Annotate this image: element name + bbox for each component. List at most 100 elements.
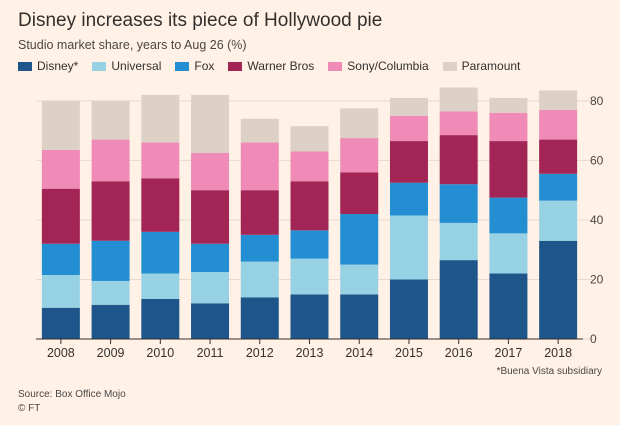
legend-label: Universal xyxy=(111,59,162,73)
bar-segment xyxy=(41,149,80,189)
bar-segment xyxy=(141,231,180,274)
bar-segment xyxy=(439,135,478,185)
x-tick-label: 2008 xyxy=(47,346,75,360)
legend-item-1: Universal xyxy=(92,59,161,73)
bar-segment xyxy=(240,190,279,235)
bar-segment xyxy=(489,141,528,198)
x-tick-label: 2015 xyxy=(395,346,423,360)
bar-segment xyxy=(191,94,230,153)
bar-segment xyxy=(340,138,379,173)
bar-segment xyxy=(290,151,329,182)
bar-segment xyxy=(340,213,379,265)
x-tick-label: 2016 xyxy=(445,346,473,360)
bar-segment xyxy=(539,240,578,339)
chart-title: Disney increases its piece of Hollywood … xyxy=(18,10,383,31)
x-tick-label: 2010 xyxy=(146,346,174,360)
bar-segment xyxy=(340,294,379,339)
bar-segment xyxy=(141,298,180,339)
bar-segment xyxy=(290,126,329,152)
x-tick-label: 2009 xyxy=(97,346,125,360)
legend-swatch xyxy=(442,61,457,71)
x-tick-label: 2013 xyxy=(296,346,324,360)
bar-segment xyxy=(191,243,230,273)
bar-segment xyxy=(41,275,80,308)
bar-segment xyxy=(240,118,279,143)
bar-segment xyxy=(489,97,528,113)
bar-segment xyxy=(439,184,478,223)
bar-segment xyxy=(439,222,478,261)
bar-segment xyxy=(340,108,379,139)
bar-segment xyxy=(539,90,578,110)
bar-segment xyxy=(240,297,279,339)
legend: Disney* Universal Fox Warner Bros Sony/Colum… xyxy=(18,59,520,73)
bar-segment xyxy=(191,272,230,304)
legend-item-0: Disney* xyxy=(18,59,78,73)
bar-segment xyxy=(91,240,130,281)
bar-segment xyxy=(141,142,180,179)
legend-label: Fox xyxy=(194,59,215,73)
bar-segment xyxy=(290,294,329,339)
x-tick-label: 2011 xyxy=(197,346,224,360)
bar-segment xyxy=(240,261,279,298)
bar-segment xyxy=(489,197,528,234)
legend-item-3: Warner Bros xyxy=(228,59,314,73)
bar-segment xyxy=(539,173,578,201)
legend-item-2: Fox xyxy=(175,59,214,73)
legend-item-4: Sony/Columbia xyxy=(328,59,429,73)
y-tick-label: 40 xyxy=(590,213,604,227)
bar-segment xyxy=(290,181,329,231)
credit-note: © FT xyxy=(18,403,41,414)
chart-subtitle: Studio market share, years to Aug 26 (%) xyxy=(18,38,247,52)
x-tick-label: 2014 xyxy=(345,346,373,360)
bar-segment xyxy=(340,264,379,295)
legend-item-5: Paramount xyxy=(442,59,521,73)
bar-segment xyxy=(41,243,80,276)
x-tick-label: 2018 xyxy=(544,346,572,360)
legend-swatch xyxy=(18,61,32,71)
bar-segment xyxy=(41,100,80,150)
bar-segment xyxy=(389,182,428,216)
bar-segment xyxy=(240,142,279,191)
bar-segment xyxy=(141,178,180,232)
y-tick-label: 0 xyxy=(590,332,597,346)
bar-segment xyxy=(41,307,80,339)
bar-segment xyxy=(191,152,230,191)
y-tick-label: 20 xyxy=(590,272,604,286)
bar-segment xyxy=(240,234,279,262)
bar-segment xyxy=(141,273,180,299)
bar-segment xyxy=(389,115,428,142)
source-note: Source: Box Office Mojo xyxy=(18,389,126,400)
bar-segment xyxy=(340,172,379,214)
bar-segment xyxy=(389,97,428,116)
legend-swatch xyxy=(328,61,343,71)
bar-segment xyxy=(91,280,130,305)
bar-segment xyxy=(539,139,578,174)
legend-swatch xyxy=(228,61,243,71)
bar-segment xyxy=(191,303,230,339)
legend-swatch xyxy=(175,61,190,71)
bar-segment xyxy=(539,109,578,140)
legend-swatch xyxy=(92,61,107,71)
bar-segment xyxy=(389,141,428,183)
legend-label: Warner Bros xyxy=(247,59,315,73)
legend-label: Sony/Columbia xyxy=(347,59,429,73)
footnote: *Buena Vista subsidiary xyxy=(496,366,602,377)
bar-segment xyxy=(439,260,478,339)
bar-segment xyxy=(489,233,528,274)
bar-segment xyxy=(41,188,80,244)
bar-segment xyxy=(389,279,428,339)
x-tick-label: 2012 xyxy=(246,346,274,360)
bar-segment xyxy=(290,258,329,295)
legend-label: Paramount xyxy=(461,59,521,73)
y-tick-label: 60 xyxy=(590,153,604,167)
bar-segment xyxy=(191,190,230,244)
bar-segment xyxy=(91,181,130,241)
bar-segment xyxy=(389,215,428,280)
bar-segment xyxy=(141,94,180,143)
bar-segment xyxy=(91,304,130,339)
bar-segment xyxy=(91,100,130,140)
legend-label: Disney* xyxy=(37,59,79,73)
bar-segment xyxy=(290,230,329,259)
bar-segment xyxy=(489,112,528,142)
y-tick-label: 80 xyxy=(590,94,604,108)
